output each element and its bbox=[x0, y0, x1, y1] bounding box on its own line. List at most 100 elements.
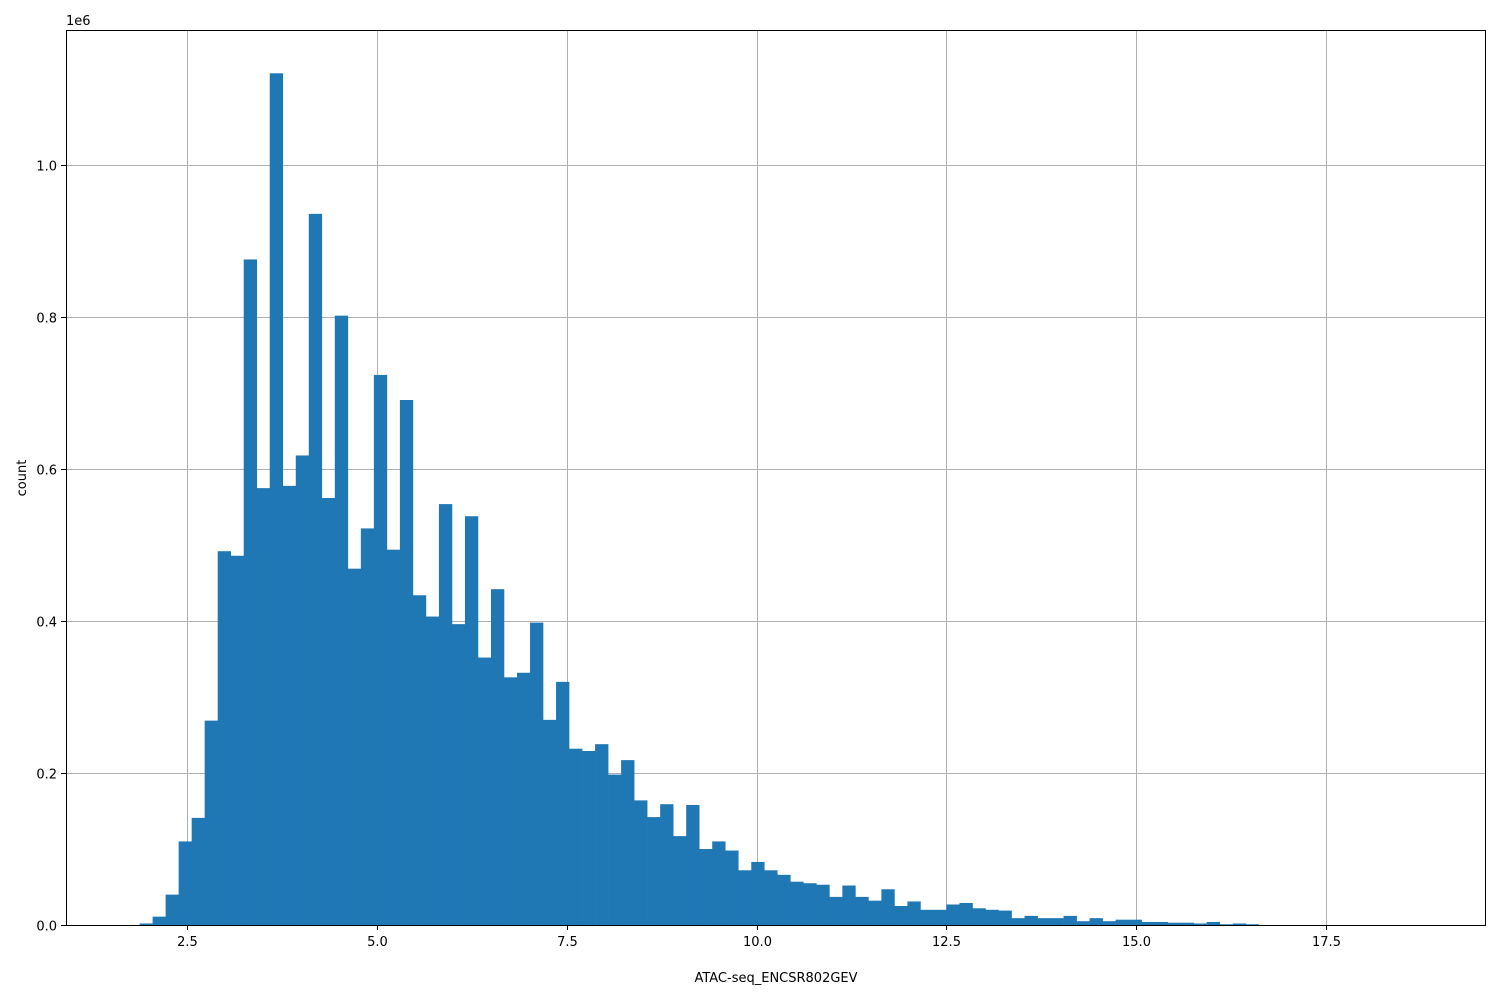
histogram-bar bbox=[868, 900, 882, 925]
histogram-bar bbox=[451, 624, 466, 925]
histogram-bar bbox=[1115, 919, 1129, 925]
histogram-bar bbox=[178, 841, 192, 925]
histogram-bar bbox=[764, 870, 778, 925]
histogram-bar bbox=[282, 485, 297, 925]
x-tick-label: 5.0 bbox=[367, 935, 388, 950]
histogram-bar bbox=[699, 849, 713, 925]
histogram-bar bbox=[477, 657, 492, 925]
x-tick-label: 17.5 bbox=[1312, 935, 1341, 950]
histogram-bar bbox=[191, 817, 205, 925]
histogram-bar bbox=[1180, 922, 1195, 925]
histogram-bar bbox=[582, 751, 596, 925]
y-tick-label: 0.0 bbox=[36, 920, 57, 935]
histogram-bar bbox=[907, 901, 921, 925]
histogram-bar bbox=[673, 836, 687, 925]
histogram-bar bbox=[256, 488, 271, 925]
histogram-bar bbox=[842, 885, 856, 925]
x-tick-label: 15.0 bbox=[1122, 935, 1151, 950]
histogram-bar bbox=[608, 774, 622, 925]
histogram-bar bbox=[399, 400, 414, 925]
histogram-bar bbox=[985, 909, 999, 925]
histogram-bar bbox=[503, 677, 518, 925]
histogram-bar bbox=[425, 616, 440, 925]
histogram-bar bbox=[1141, 921, 1155, 925]
histogram-bar bbox=[165, 894, 179, 925]
histogram-bar bbox=[347, 568, 362, 925]
histogram-bar bbox=[230, 555, 245, 925]
histogram-bar bbox=[1063, 915, 1077, 925]
histogram-bar bbox=[295, 455, 310, 925]
histogram-bar bbox=[751, 861, 765, 925]
histogram-bar bbox=[998, 910, 1012, 925]
histogram-bar bbox=[1089, 918, 1103, 925]
y-tick-label: 0.4 bbox=[36, 616, 57, 631]
histogram-bar bbox=[1167, 922, 1182, 925]
histogram-bar bbox=[660, 804, 674, 925]
histogram-bar bbox=[530, 622, 544, 925]
histogram-bar bbox=[543, 719, 557, 925]
histogram-bar bbox=[321, 498, 336, 925]
histogram-bar bbox=[217, 551, 232, 925]
y-axis-ticks: 0.0 0.2 0.4 0.6 0.8 1.0 bbox=[36, 160, 66, 935]
histogram-bar bbox=[204, 720, 218, 925]
histogram-bar bbox=[1128, 919, 1142, 925]
histogram-bar bbox=[959, 902, 973, 925]
histogram-bar bbox=[1050, 918, 1064, 925]
y-tick-label: 0.8 bbox=[36, 312, 57, 327]
x-axis-label: ATAC-seq_ENCSR802GEV bbox=[694, 971, 857, 986]
y-axis-label: count bbox=[15, 460, 30, 497]
histogram-bar bbox=[243, 259, 258, 925]
histogram-bar bbox=[334, 315, 349, 925]
histogram-bar bbox=[1037, 918, 1051, 925]
y-axis-offset-label: 1e6 bbox=[66, 14, 91, 29]
histogram-bar bbox=[855, 896, 869, 925]
histogram-bar bbox=[152, 916, 166, 925]
histogram-bar bbox=[894, 906, 908, 925]
histogram-bar bbox=[139, 923, 153, 925]
histogram-bars bbox=[139, 73, 1260, 925]
histogram-bar bbox=[972, 908, 986, 925]
histogram-bar bbox=[373, 374, 388, 925]
histogram-bar bbox=[738, 870, 752, 925]
x-tick-label: 10.0 bbox=[743, 935, 772, 950]
histogram-bar bbox=[269, 73, 284, 925]
plot-frame bbox=[66, 30, 1486, 926]
histogram-bar bbox=[412, 595, 427, 925]
histogram-bar bbox=[1193, 923, 1208, 925]
x-tick-label: 7.5 bbox=[557, 935, 578, 950]
y-tick-label: 0.2 bbox=[36, 768, 57, 783]
histogram-bar bbox=[1076, 921, 1090, 925]
histogram-bar bbox=[1232, 923, 1247, 925]
histogram-bar bbox=[386, 549, 401, 925]
histogram-bar bbox=[464, 516, 479, 925]
histogram-bar bbox=[569, 748, 583, 925]
histogram-bar bbox=[438, 504, 453, 925]
histogram-bar bbox=[920, 909, 934, 925]
histogram-bar bbox=[308, 213, 323, 925]
histogram-bar bbox=[933, 909, 947, 925]
histogram-bar bbox=[517, 672, 531, 925]
x-axis-ticks: 2.5 5.0 7.5 10.0 12.5 15.0 17.5 bbox=[177, 925, 1341, 950]
histogram-bar bbox=[647, 817, 661, 925]
histogram-bar bbox=[725, 850, 739, 925]
histogram-bar bbox=[881, 889, 895, 925]
histogram-bar bbox=[1245, 924, 1260, 925]
histogram-bar bbox=[1206, 921, 1221, 925]
histogram-bar bbox=[946, 904, 960, 925]
histogram-bar bbox=[712, 841, 726, 925]
histogram-bar bbox=[1102, 921, 1116, 925]
histogram-bar bbox=[829, 896, 843, 925]
histogram-bar bbox=[1154, 921, 1168, 925]
histogram-bar bbox=[360, 528, 375, 925]
histogram-bar bbox=[803, 883, 817, 925]
y-tick-label: 1.0 bbox=[36, 160, 57, 175]
histogram-bar bbox=[790, 881, 804, 925]
histogram-bar bbox=[1219, 924, 1234, 925]
histogram-bar bbox=[816, 884, 830, 925]
histogram-bar bbox=[777, 874, 791, 925]
histogram-bar bbox=[556, 681, 570, 925]
histogram-bar bbox=[490, 589, 505, 925]
x-tick-label: 2.5 bbox=[177, 935, 198, 950]
x-tick-label: 12.5 bbox=[932, 935, 961, 950]
